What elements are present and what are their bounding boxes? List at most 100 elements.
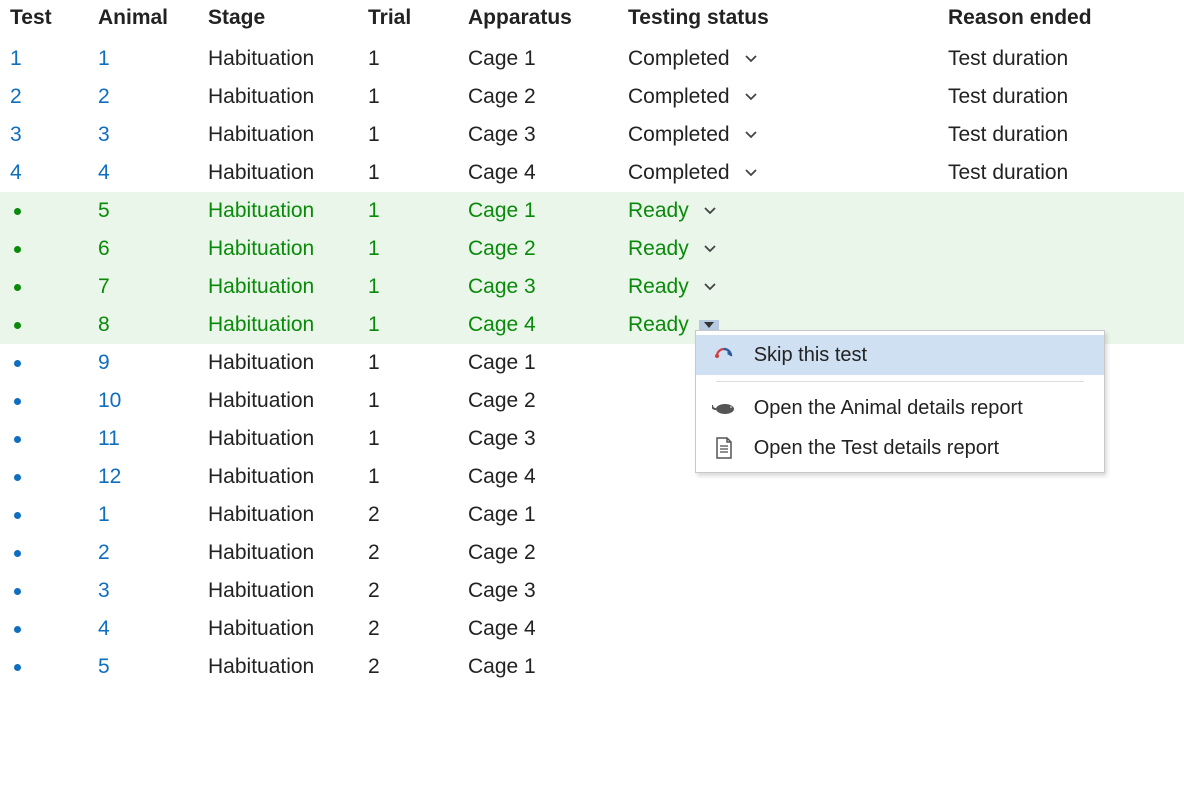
- cell-test: [0, 344, 90, 382]
- cell-animal[interactable]: 4: [90, 610, 200, 648]
- cell-test[interactable]: 4: [0, 154, 90, 192]
- col-header-reason[interactable]: Reason ended: [940, 0, 1184, 40]
- bullet-icon: [14, 398, 21, 405]
- bullet-icon: [14, 512, 21, 519]
- cell-trial: 1: [360, 154, 460, 192]
- cell-animal[interactable]: 4: [90, 154, 200, 192]
- cell-animal[interactable]: 5: [90, 648, 200, 686]
- status-context-menu: Skip this test Open the Animal details r…: [695, 330, 1105, 473]
- status-dropdown-button[interactable]: [699, 205, 721, 217]
- cell-reason: [940, 610, 1184, 648]
- col-header-test[interactable]: Test: [0, 0, 90, 40]
- cell-reason: Test duration: [940, 154, 1184, 192]
- status-dropdown-button[interactable]: [740, 91, 762, 103]
- table-row[interactable]: 11Habituation1Cage 1CompletedTest durati…: [0, 40, 1184, 78]
- table-row[interactable]: 4Habituation2Cage 4: [0, 610, 1184, 648]
- table-header-row: Test Animal Stage Trial Apparatus Testin…: [0, 0, 1184, 40]
- cell-stage: Habituation: [200, 458, 360, 496]
- table-row[interactable]: 2Habituation2Cage 2: [0, 534, 1184, 572]
- menu-item-animal-report[interactable]: Open the Animal details report: [696, 388, 1104, 428]
- cell-stage: Habituation: [200, 648, 360, 686]
- status-dropdown-button[interactable]: [740, 129, 762, 141]
- status-dropdown-button[interactable]: [699, 243, 721, 255]
- menu-item-skip-test[interactable]: Skip this test: [696, 335, 1104, 375]
- cell-animal[interactable]: 2: [90, 534, 200, 572]
- table-row[interactable]: 3Habituation2Cage 3: [0, 572, 1184, 610]
- cell-stage: Habituation: [200, 610, 360, 648]
- cell-test: [0, 610, 90, 648]
- cell-stage: Habituation: [200, 382, 360, 420]
- cell-status: Completed: [620, 116, 940, 154]
- cell-reason: [940, 230, 1184, 268]
- cell-apparatus: Cage 4: [460, 154, 620, 192]
- cell-test: [0, 572, 90, 610]
- menu-item-label: Skip this test: [754, 344, 867, 367]
- cell-stage: Habituation: [200, 344, 360, 382]
- cell-animal[interactable]: 12: [90, 458, 200, 496]
- cell-trial: 1: [360, 192, 460, 230]
- cell-reason: [940, 572, 1184, 610]
- cell-animal[interactable]: 1: [90, 40, 200, 78]
- cell-animal[interactable]: 9: [90, 344, 200, 382]
- cell-animal[interactable]: 2: [90, 78, 200, 116]
- cell-status: Ready: [620, 230, 940, 268]
- cell-animal[interactable]: 3: [90, 116, 200, 154]
- cell-trial: 1: [360, 268, 460, 306]
- cell-animal[interactable]: 10: [90, 382, 200, 420]
- table-row[interactable]: 5Habituation1Cage 1Ready: [0, 192, 1184, 230]
- cell-apparatus: Cage 3: [460, 268, 620, 306]
- table-row[interactable]: 44Habituation1Cage 4CompletedTest durati…: [0, 154, 1184, 192]
- col-header-animal[interactable]: Animal: [90, 0, 200, 40]
- status-dropdown-button[interactable]: [740, 167, 762, 179]
- col-header-apparatus[interactable]: Apparatus: [460, 0, 620, 40]
- cell-animal[interactable]: 3: [90, 572, 200, 610]
- bullet-icon: [14, 664, 21, 671]
- cell-animal[interactable]: 11: [90, 420, 200, 458]
- cell-animal[interactable]: 5: [90, 192, 200, 230]
- cell-stage: Habituation: [200, 230, 360, 268]
- bullet-icon: [14, 550, 21, 557]
- cell-animal[interactable]: 8: [90, 306, 200, 344]
- table-row[interactable]: 7Habituation1Cage 3Ready: [0, 268, 1184, 306]
- menu-item-label: Open the Test details report: [754, 437, 999, 460]
- document-icon: [712, 436, 736, 460]
- status-text: Ready: [628, 313, 689, 336]
- col-header-trial[interactable]: Trial: [360, 0, 460, 40]
- cell-animal[interactable]: 6: [90, 230, 200, 268]
- table-row[interactable]: 5Habituation2Cage 1: [0, 648, 1184, 686]
- col-header-status[interactable]: Testing status: [620, 0, 940, 40]
- cell-test: [0, 420, 90, 458]
- menu-separator: [716, 381, 1084, 382]
- cell-stage: Habituation: [200, 496, 360, 534]
- status-dropdown-button[interactable]: [699, 281, 721, 293]
- table-row[interactable]: 22Habituation1Cage 2CompletedTest durati…: [0, 78, 1184, 116]
- cell-status: Completed: [620, 78, 940, 116]
- cell-apparatus: Cage 2: [460, 78, 620, 116]
- cell-trial: 2: [360, 572, 460, 610]
- status-dropdown-button[interactable]: [699, 320, 719, 330]
- cell-status: Ready: [620, 192, 940, 230]
- cell-test: [0, 534, 90, 572]
- cell-animal[interactable]: 1: [90, 496, 200, 534]
- table-row[interactable]: 1Habituation2Cage 1: [0, 496, 1184, 534]
- cell-test[interactable]: 3: [0, 116, 90, 154]
- bullet-icon: [14, 208, 21, 215]
- table-row[interactable]: 6Habituation1Cage 2Ready: [0, 230, 1184, 268]
- cell-animal[interactable]: 7: [90, 268, 200, 306]
- status-text: Ready: [628, 199, 689, 222]
- animal-icon: [712, 396, 736, 420]
- cell-stage: Habituation: [200, 420, 360, 458]
- cell-reason: Test duration: [940, 78, 1184, 116]
- cell-stage: Habituation: [200, 154, 360, 192]
- status-dropdown-button[interactable]: [740, 53, 762, 65]
- col-header-stage[interactable]: Stage: [200, 0, 360, 40]
- table-row[interactable]: 33Habituation1Cage 3CompletedTest durati…: [0, 116, 1184, 154]
- cell-stage: Habituation: [200, 192, 360, 230]
- cell-apparatus: Cage 4: [460, 610, 620, 648]
- bullet-icon: [14, 626, 21, 633]
- cell-test[interactable]: 1: [0, 40, 90, 78]
- cell-test[interactable]: 2: [0, 78, 90, 116]
- cell-status: [620, 648, 940, 686]
- cell-trial: 1: [360, 306, 460, 344]
- menu-item-test-report[interactable]: Open the Test details report: [696, 428, 1104, 468]
